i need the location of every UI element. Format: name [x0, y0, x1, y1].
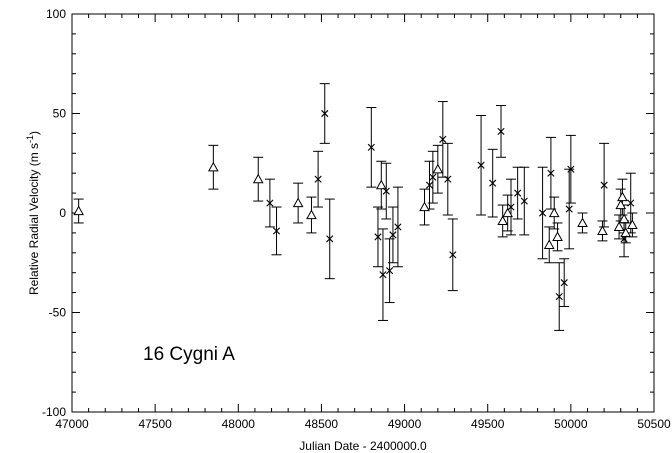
cross-marker [560, 279, 568, 287]
y-axis-label-superscript: -1 [25, 135, 35, 143]
x-tick-label: 47500 [138, 417, 172, 431]
triangle-marker [375, 179, 387, 190]
cross-marker [555, 292, 563, 301]
cross-marker [326, 235, 334, 243]
y-axis-label: Relative Radial Velocity (m s-1) [25, 131, 41, 295]
cross-marker [497, 127, 505, 135]
cross-marker [520, 197, 528, 205]
x-tick-label: 49500 [471, 417, 505, 431]
triangle-marker [419, 201, 430, 212]
triangle-marker [207, 161, 219, 172]
triangle-marker [617, 191, 628, 202]
cross-marker [382, 187, 390, 195]
y-tick-label: 0 [59, 206, 66, 220]
x-axis-label: Julian Date - 2400000.0 [299, 439, 427, 453]
triangle-marker [552, 231, 563, 241]
y-tick-label: -100 [42, 405, 66, 419]
triangle-marker [73, 205, 85, 216]
cross-marker [620, 235, 628, 243]
triangle-marker [577, 217, 588, 228]
cross-marker [314, 175, 322, 183]
cross-marker [489, 179, 497, 187]
cross-marker [539, 209, 547, 217]
cross-marker [547, 169, 555, 177]
cross-marker [514, 189, 522, 197]
y-tick-label: 100 [46, 7, 66, 21]
cross-marker [429, 173, 437, 181]
cross-marker [394, 223, 402, 231]
cross-marker [439, 135, 447, 143]
x-tick-label: 48500 [305, 417, 339, 431]
cross-marker [444, 175, 452, 183]
star-annotation: 16 Cygni A [143, 344, 235, 365]
triangle-marker [618, 213, 630, 224]
cross-marker [507, 203, 515, 211]
cross-marker [477, 161, 485, 169]
data-markers [73, 109, 638, 301]
x-tick-label: 49000 [388, 417, 422, 431]
triangle-marker [497, 215, 509, 226]
error-bars [73, 83, 638, 331]
triangle-marker [615, 199, 627, 210]
cross-marker [266, 199, 274, 207]
triangle-marker [548, 207, 560, 218]
y-axis-label-main: Relative Radial Velocity (m s [27, 143, 41, 295]
cross-marker [389, 231, 397, 239]
cross-marker [367, 143, 375, 151]
cross-marker [272, 227, 281, 235]
cross-marker [567, 165, 575, 173]
cross-marker [321, 109, 329, 118]
x-tick-label: 47000 [55, 417, 89, 431]
triangle-marker [613, 221, 625, 232]
y-tick-label: 50 [53, 107, 67, 121]
y-tick-label: -50 [49, 306, 67, 320]
cross-marker [374, 233, 382, 241]
cross-marker [425, 181, 434, 189]
triangle-marker [432, 163, 444, 174]
cross-marker [565, 205, 573, 213]
triangle-marker [292, 197, 304, 208]
cross-marker [449, 251, 457, 259]
triangle-marker [627, 219, 638, 230]
triangle-marker [306, 209, 317, 220]
triangle-marker [502, 207, 514, 218]
cross-marker [379, 271, 387, 279]
axis-ticks: 47000 47500 48000 48500 49000 49500 50000 50500… [42, 7, 671, 431]
cross-marker [600, 181, 608, 189]
triangle-marker [597, 225, 608, 236]
x-tick-label: 50000 [554, 417, 588, 431]
cross-marker [386, 267, 394, 275]
triangle-marker [543, 239, 555, 249]
x-tick-label: 48000 [222, 417, 256, 431]
y-axis-label-close: ) [27, 131, 41, 135]
cross-marker [627, 199, 635, 207]
triangle-marker [252, 173, 264, 184]
x-tick-label: 50500 [637, 417, 671, 431]
